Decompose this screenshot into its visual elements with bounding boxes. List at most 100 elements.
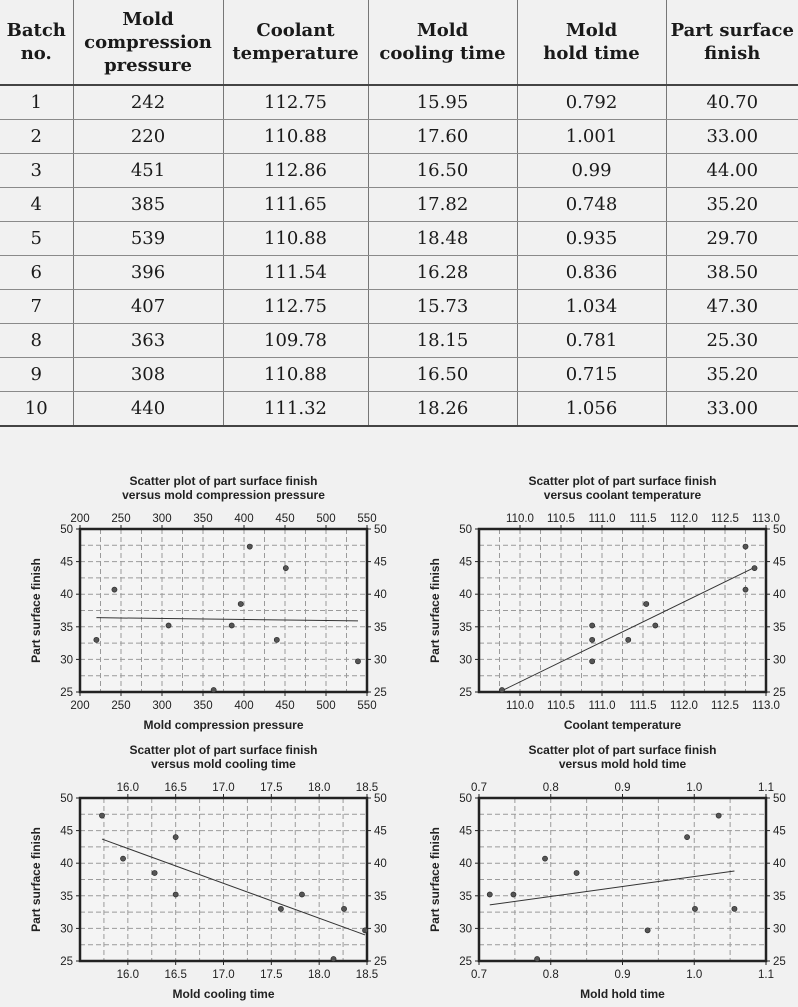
x-tick-label-top: 111.0 bbox=[588, 513, 615, 525]
chart-title-line: Scatter plot of part surface finish bbox=[528, 474, 716, 488]
column-header-line: no. bbox=[20, 43, 52, 64]
x-tick-label: 113.0 bbox=[752, 700, 780, 712]
x-tick-label: 18.5 bbox=[356, 969, 378, 981]
x-tick-label-top: 0.8 bbox=[543, 782, 559, 794]
data-point bbox=[742, 543, 749, 550]
table-row: 3 451 112.86 16.50 0.99 44.00 bbox=[0, 153, 798, 188]
y-tick-label-right: 25 bbox=[374, 687, 387, 699]
column-header-line: cooling time bbox=[379, 43, 506, 64]
chart-title-line: versus mold compression pressure bbox=[122, 488, 325, 502]
table-row: 9 308 110.88 16.50 0.715 35.20 bbox=[0, 357, 798, 392]
table-row: 5 539 110.88 18.48 0.935 29.70 bbox=[0, 221, 798, 256]
table-cell: 385 bbox=[72, 187, 223, 222]
chart-title-line: Scatter plot of part surface finish bbox=[528, 743, 716, 757]
x-tick-label: 450 bbox=[275, 700, 294, 712]
x-tick-label: 550 bbox=[357, 700, 376, 712]
y-tick-label-right: 50 bbox=[773, 524, 786, 536]
y-tick-label: 30 bbox=[459, 923, 472, 935]
x-tick-label-top: 17.0 bbox=[212, 782, 234, 794]
plot-frame bbox=[78, 796, 369, 963]
data-point bbox=[151, 870, 158, 876]
x-tick-label: 17.5 bbox=[260, 969, 282, 981]
data-point bbox=[751, 565, 758, 572]
table-cell: 110.88 bbox=[222, 221, 368, 256]
table-header-row: Batch no. Mold compression pressure Coolant te… bbox=[0, 0, 798, 86]
chart-title-line: versus coolant temperature bbox=[544, 488, 702, 502]
table-row: 8 363 109.78 18.15 0.781 25.30 bbox=[0, 323, 798, 358]
table-cell: 17.60 bbox=[367, 119, 517, 154]
column-header-line: Batch bbox=[6, 20, 66, 41]
x-tick-label: 0.7 bbox=[471, 969, 487, 981]
data-point bbox=[299, 891, 305, 898]
x-tick-label-top: 450 bbox=[275, 513, 294, 525]
y-tick-label-right: 50 bbox=[374, 793, 387, 805]
table-cell: 7 bbox=[0, 289, 73, 324]
data-point bbox=[99, 812, 105, 819]
y-tick-label: 50 bbox=[60, 524, 73, 536]
y-tick-label: 25 bbox=[459, 687, 472, 699]
data-point bbox=[172, 834, 179, 841]
table-cell: 47.30 bbox=[665, 289, 798, 324]
y-tick-label: 45 bbox=[60, 557, 73, 569]
x-axis-label: Mold hold time bbox=[580, 987, 665, 1001]
table-cell: 6 bbox=[0, 255, 73, 290]
data-point bbox=[277, 905, 284, 912]
table-cell: 1.001 bbox=[516, 119, 666, 154]
y-tick-label-right: 40 bbox=[773, 589, 786, 601]
table-cell: 112.86 bbox=[222, 153, 368, 188]
table-row: 2 220 110.88 17.60 1.001 33.00 bbox=[0, 119, 798, 154]
x-tick-label-top: 500 bbox=[316, 513, 335, 525]
data-point bbox=[273, 636, 280, 643]
batch-data-table: Batch no. Mold compression pressure Coolant te… bbox=[0, 0, 798, 427]
data-point bbox=[644, 927, 651, 934]
y-tick-label-right: 35 bbox=[374, 622, 387, 634]
y-tick-label-right: 30 bbox=[374, 654, 387, 666]
table-cell: 110.88 bbox=[222, 357, 368, 392]
table-cell: 16.50 bbox=[367, 153, 517, 188]
y-axis-label: Part surface finish bbox=[428, 827, 442, 932]
table-cell: 35.20 bbox=[665, 357, 798, 392]
data-point bbox=[510, 891, 517, 898]
scatter-plot-pressure: Scatter plot of part surface finishversu… bbox=[29, 474, 387, 732]
data-point bbox=[542, 855, 548, 862]
x-tick-label: 300 bbox=[152, 700, 171, 712]
y-tick-label: 40 bbox=[459, 589, 472, 601]
x-tick-label: 1.0 bbox=[686, 969, 702, 981]
table-cell: 451 bbox=[72, 153, 223, 188]
scatter-plot-hold-time: Scatter plot of part surface finishversu… bbox=[428, 743, 786, 1001]
table-cell: 8 bbox=[0, 323, 73, 358]
x-tick-label: 16.5 bbox=[164, 969, 186, 981]
x-tick-label: 111.5 bbox=[629, 700, 656, 712]
data-point bbox=[692, 905, 698, 912]
y-tick-label: 25 bbox=[459, 956, 472, 968]
table-row: 10 440 111.32 18.26 1.056 33.00 bbox=[0, 391, 798, 427]
y-tick-label-right: 30 bbox=[374, 923, 387, 935]
table-cell: 10 bbox=[0, 391, 73, 427]
x-tick-label: 200 bbox=[70, 700, 89, 712]
y-tick-label-right: 40 bbox=[374, 589, 387, 601]
data-point bbox=[742, 586, 749, 593]
y-tick-label-right: 25 bbox=[773, 956, 786, 968]
table-cell: 15.95 bbox=[367, 85, 517, 120]
table-cell: 112.75 bbox=[222, 85, 368, 120]
chart-title-line: versus mold hold time bbox=[559, 757, 687, 771]
y-tick-label: 35 bbox=[459, 891, 472, 903]
column-header: Mold cooling time bbox=[367, 0, 517, 86]
table-cell: 242 bbox=[72, 85, 223, 120]
data-point bbox=[652, 622, 659, 629]
data-point bbox=[684, 834, 690, 841]
y-tick-label-right: 45 bbox=[374, 557, 387, 569]
data-point bbox=[93, 636, 100, 643]
data-point bbox=[499, 687, 505, 693]
data-point bbox=[486, 891, 493, 898]
table-cell: 33.00 bbox=[665, 119, 798, 154]
x-tick-label-top: 0.9 bbox=[615, 782, 631, 794]
x-tick-label: 16.0 bbox=[117, 969, 139, 981]
x-tick-label-top: 16.0 bbox=[117, 782, 139, 794]
table-cell: 407 bbox=[72, 289, 223, 324]
data-point bbox=[573, 870, 580, 876]
x-tick-label-top: 550 bbox=[357, 513, 376, 525]
x-tick-label-top: 350 bbox=[193, 513, 212, 525]
x-tick-label-top: 400 bbox=[234, 513, 253, 525]
